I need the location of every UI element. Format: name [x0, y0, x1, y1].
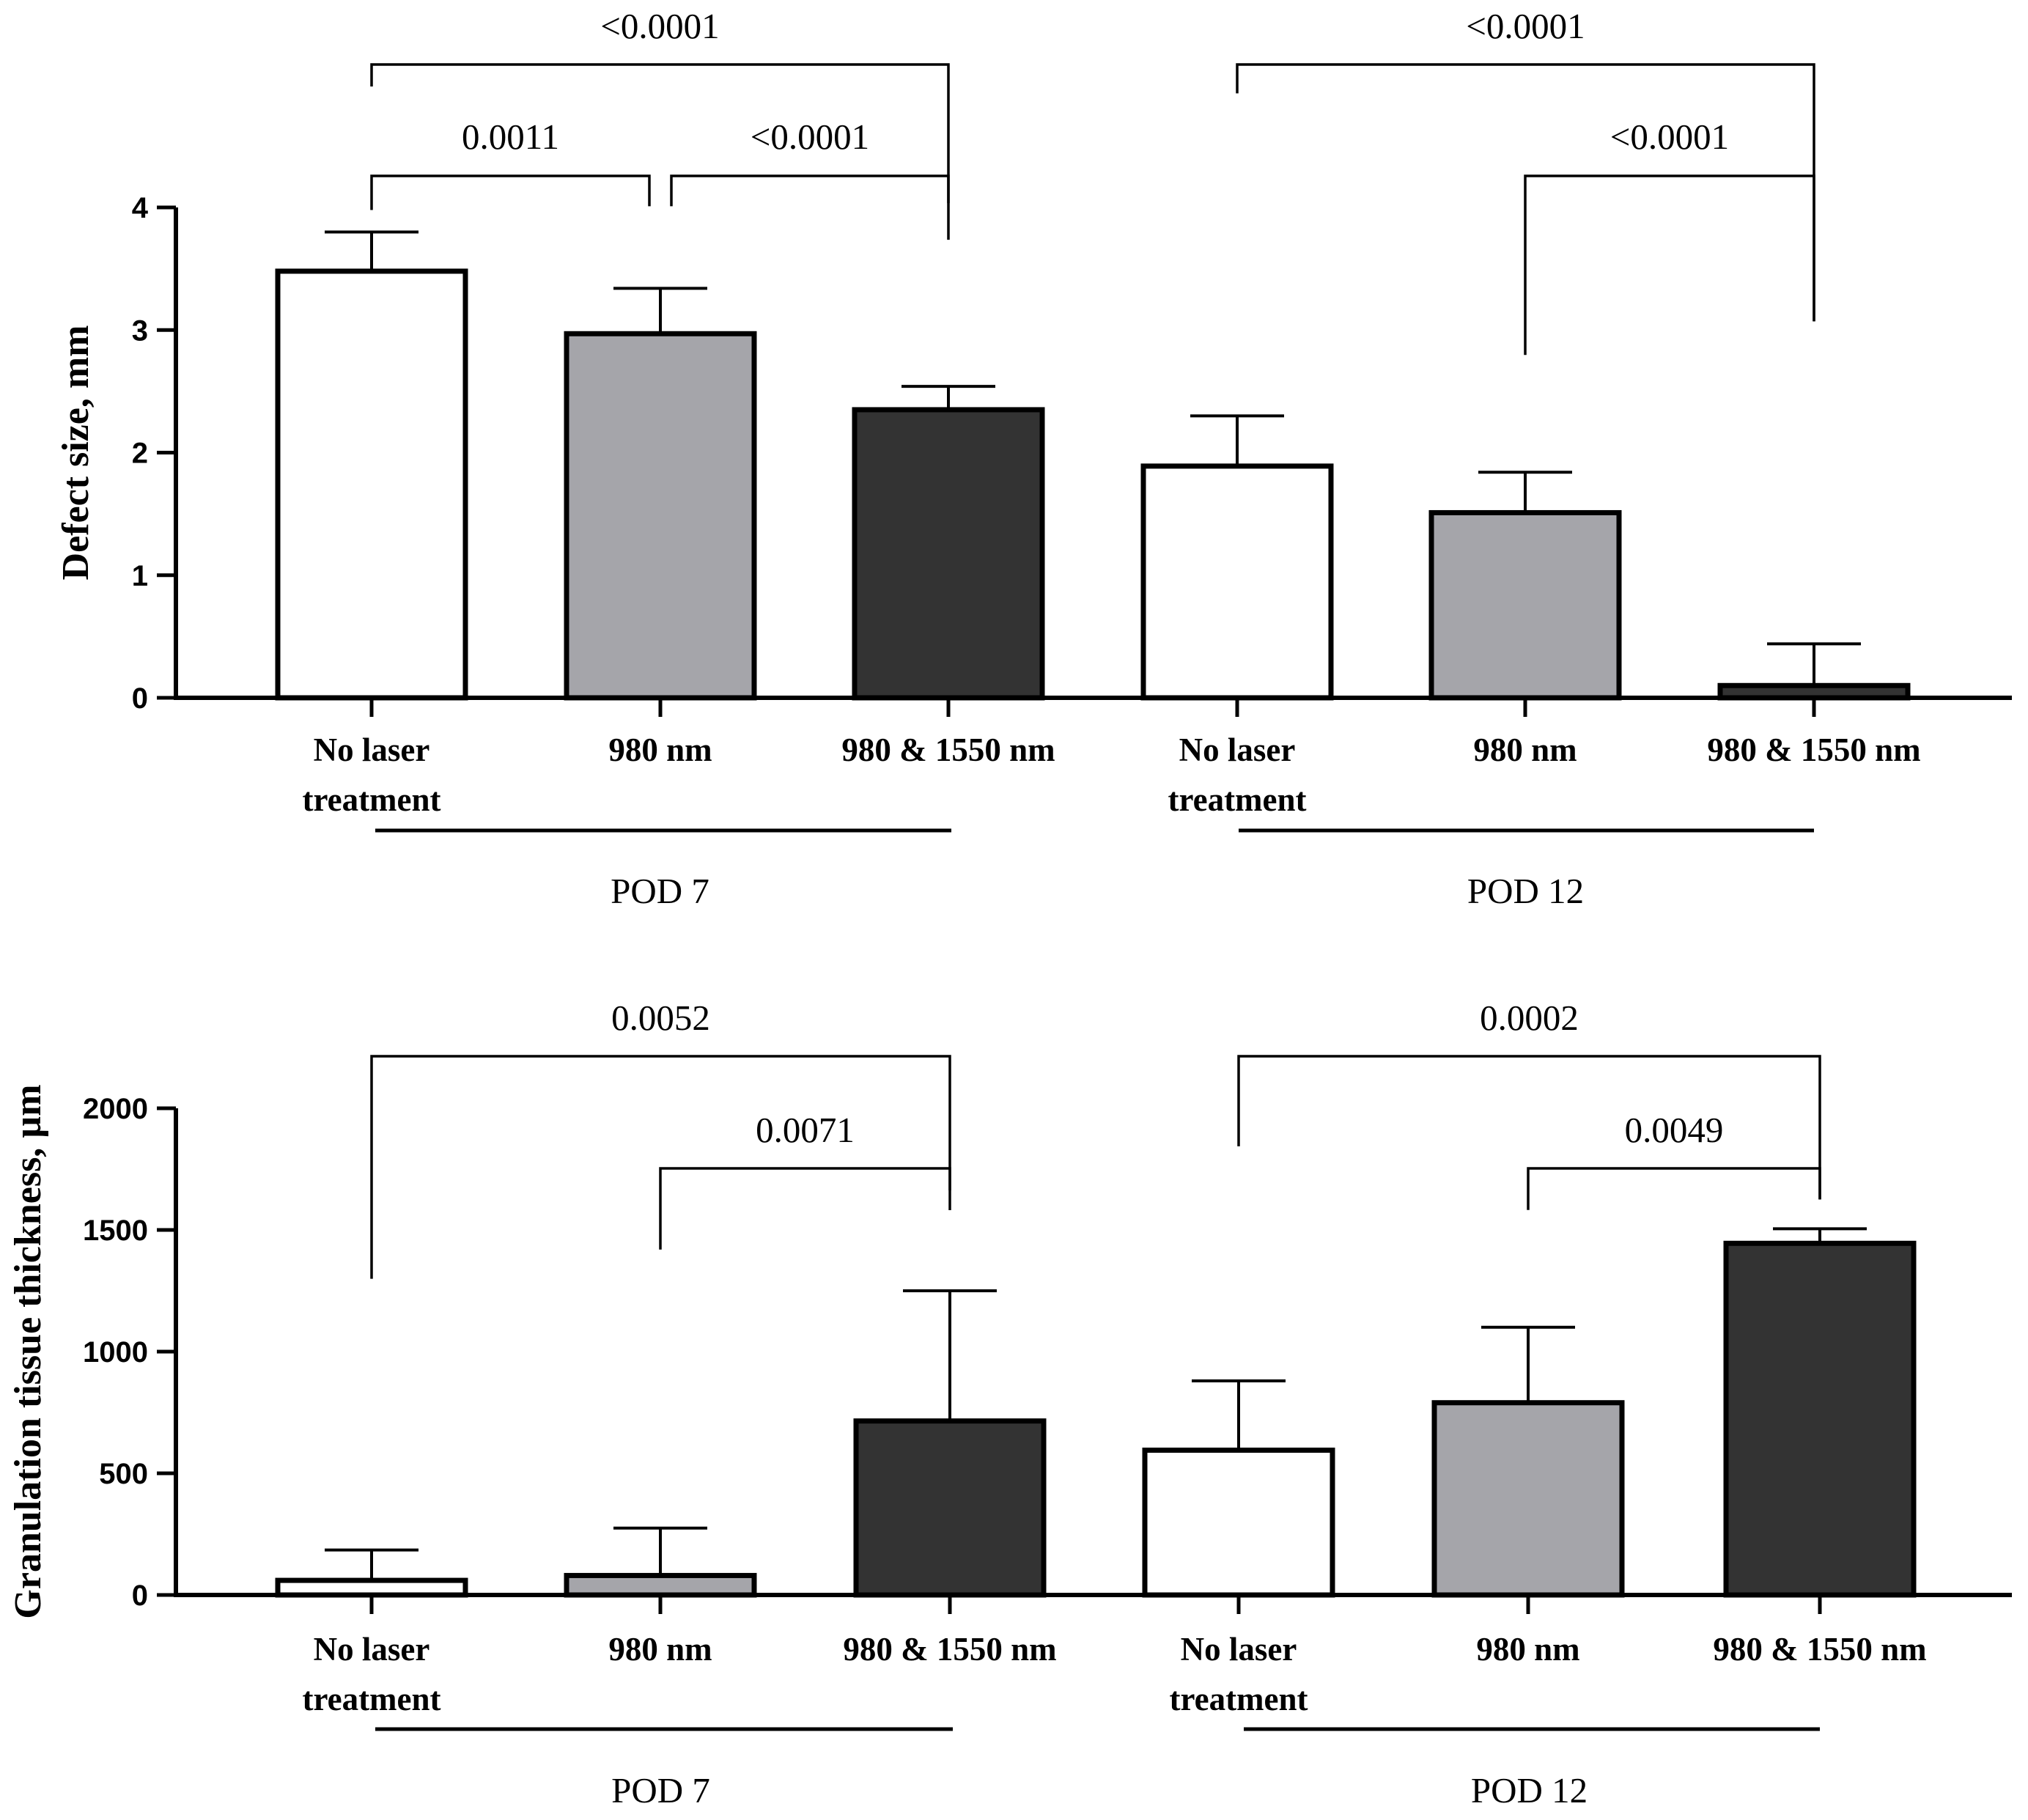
- significance-bracket: [670, 174, 950, 207]
- p-value-label: 0.0002: [1480, 998, 1579, 1038]
- category-label: treatment: [302, 781, 440, 818]
- category-label: treatment: [1169, 1681, 1308, 1717]
- y-tick-label: 0: [132, 1580, 148, 1612]
- y-tick-label: 4: [132, 192, 149, 224]
- p-value-label: <0.0001: [1610, 117, 1729, 157]
- p-value-label: 0.0052: [611, 998, 710, 1038]
- category-label: treatment: [302, 1681, 440, 1717]
- significance-bracket: [370, 63, 950, 240]
- category-label: No laser: [314, 1631, 430, 1668]
- significance-bracket: [659, 1167, 951, 1250]
- significance-bracket: [1524, 174, 1815, 355]
- bar: [564, 331, 757, 701]
- category-label: No laser: [1179, 732, 1296, 768]
- group-label: POD 12: [1467, 871, 1584, 911]
- p-value-label: 0.0011: [462, 117, 559, 157]
- bar: [1142, 1447, 1335, 1598]
- significance-bracket: [1237, 1055, 1821, 1200]
- p-value-label: <0.0001: [751, 117, 869, 157]
- category-label: 980 nm: [1473, 732, 1577, 768]
- bar: [852, 407, 1045, 701]
- p-value-label: <0.0001: [1466, 6, 1585, 46]
- y-tick-label: 1000: [83, 1336, 148, 1368]
- y-axis-label: Defect size, mm: [55, 325, 97, 581]
- y-tick-label: 500: [99, 1458, 148, 1490]
- category-label: No laser: [1181, 1631, 1297, 1668]
- category-label: 980 & 1550 nm: [843, 1631, 1056, 1668]
- p-value-label: 0.0049: [1625, 1110, 1724, 1150]
- bar: [1723, 1240, 1917, 1598]
- category-label: treatment: [1168, 781, 1306, 818]
- y-axis-label: Granulation tissue thickness, µm: [7, 1084, 49, 1618]
- category-label: 980 nm: [608, 1631, 712, 1668]
- significance-bracket: [1527, 1167, 1821, 1210]
- group-label: POD 7: [611, 1770, 710, 1810]
- category-label: 980 & 1550 nm: [1713, 1631, 1926, 1668]
- p-value-label: <0.0001: [600, 6, 719, 46]
- y-tick-label: 3: [132, 314, 148, 347]
- y-tick-label: 1: [132, 560, 148, 592]
- category-label: 980 nm: [1476, 1631, 1579, 1668]
- category-label: No laser: [314, 732, 430, 768]
- significance-bracket: [370, 174, 651, 210]
- bar: [564, 1572, 757, 1598]
- y-tick-label: 2000: [83, 1093, 148, 1125]
- category-label: 980 & 1550 nm: [1707, 732, 1920, 768]
- bar: [1428, 509, 1622, 701]
- y-tick-label: 2: [132, 438, 148, 470]
- category-label: 980 & 1550 nm: [841, 732, 1055, 768]
- granulation-thickness-chart: 0 500 1000 1500 2000 Granulation tissue thick…: [7, 998, 2012, 1810]
- bar: [1431, 1400, 1625, 1598]
- category-label: 980 nm: [608, 732, 712, 768]
- y-tick-label: 0: [132, 682, 148, 715]
- y-tick-label: 1500: [83, 1215, 148, 1247]
- bar: [275, 268, 468, 701]
- group-label: POD 12: [1471, 1770, 1588, 1810]
- bar: [853, 1418, 1047, 1598]
- group-label: POD 7: [611, 871, 709, 911]
- defect-size-chart: 0 1 2 3 4 Defect size, mm No laser treatment 980…: [55, 6, 2012, 911]
- p-value-label: 0.0071: [756, 1110, 855, 1150]
- bar: [1140, 463, 1334, 701]
- significance-bracket: [370, 1055, 951, 1279]
